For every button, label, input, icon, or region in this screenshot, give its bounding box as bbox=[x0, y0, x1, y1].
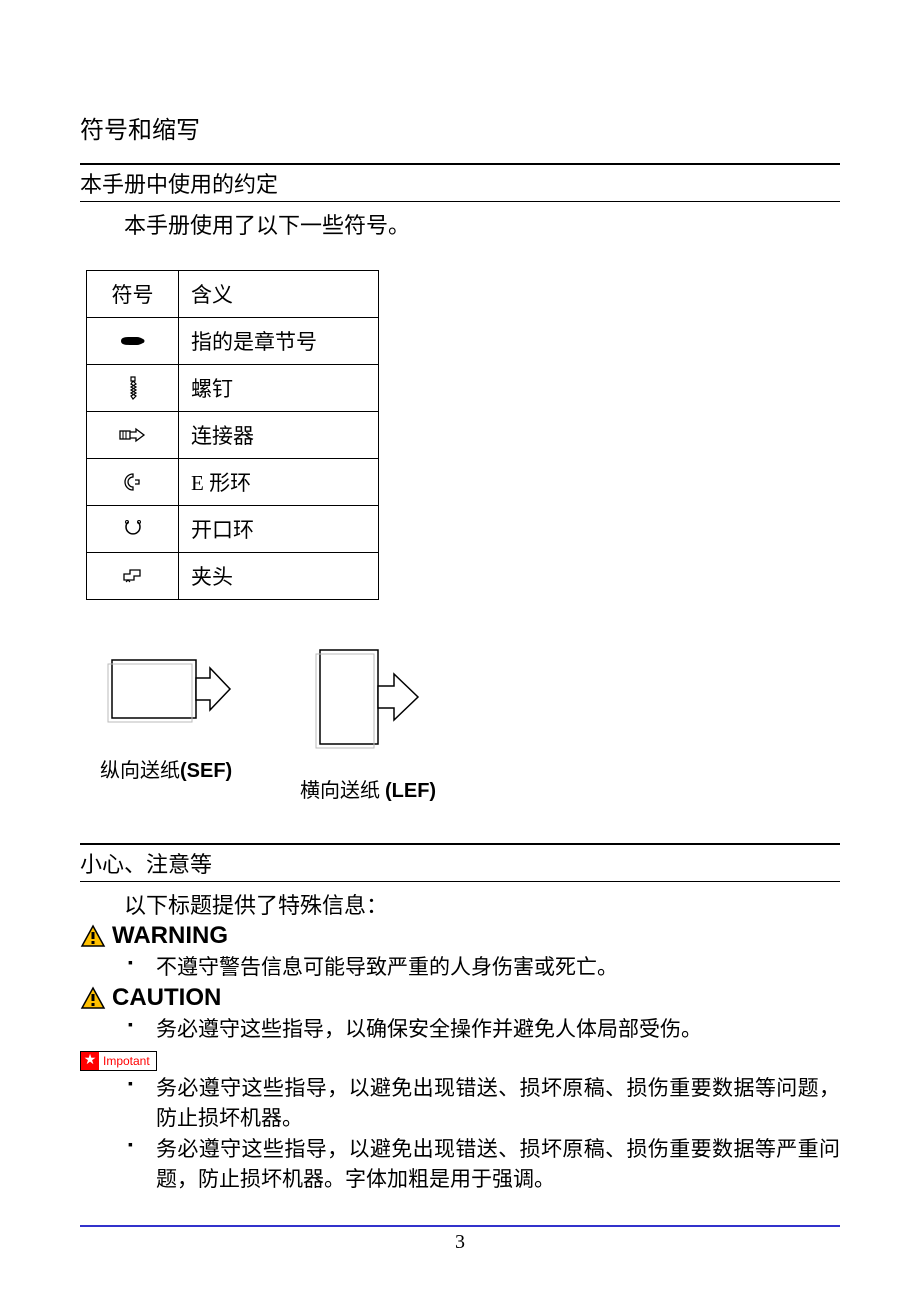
pointing-hand-icon bbox=[87, 318, 179, 365]
lef-label-en: (LEF) bbox=[385, 780, 436, 802]
e-ring-icon bbox=[87, 459, 179, 506]
warning-list: 不遵守警告信息可能导致严重的人身伤害或死亡。 bbox=[128, 952, 840, 982]
list-item: 务必遵守这些指导，以避免出现错送、损坏原稿、损伤重要数据等问题，防止损坏机器。 bbox=[128, 1073, 840, 1134]
sef-block: 纵向送纸(SEF) bbox=[100, 640, 240, 803]
table-cell: 夹头 bbox=[179, 553, 379, 600]
section1-intro: 本手册使用了以下一些符号。 bbox=[124, 208, 840, 240]
sef-icon bbox=[100, 640, 240, 740]
symbol-table: 符号 含义 指的是章节号 螺钉 连接器 E 形环 bbox=[86, 270, 379, 600]
caution-heading: CAUTION bbox=[80, 984, 840, 1012]
table-cell: 开口环 bbox=[179, 506, 379, 553]
page-content: 符号和缩写 本手册中使用的约定 本手册使用了以下一些符号。 符号 含义 指的是章… bbox=[0, 0, 920, 1257]
lef-label: 横向送纸 (LEF) bbox=[300, 774, 450, 803]
table-row: E 形环 bbox=[87, 459, 379, 506]
list-item: 务必遵守这些指导，以避免出现错送、损坏原稿、损伤重要数据等严重问题，防止损坏机器… bbox=[128, 1134, 840, 1195]
table-cell: E 形环 bbox=[179, 459, 379, 506]
section1-heading-box: 本手册中使用的约定 bbox=[80, 163, 840, 202]
table-row: 连接器 bbox=[87, 412, 379, 459]
sef-label-en: (SEF) bbox=[180, 760, 232, 782]
list-item: 务必遵守这些指导，以确保安全操作并避免人体局部受伤。 bbox=[128, 1014, 840, 1044]
table-row: 夹头 bbox=[87, 553, 379, 600]
warning-label: WARNING bbox=[112, 922, 228, 950]
connector-icon bbox=[87, 412, 179, 459]
table-header-meaning: 含义 bbox=[179, 271, 379, 318]
important-list: 务必遵守这些指导，以避免出现错送、损坏原稿、损伤重要数据等问题，防止损坏机器。 … bbox=[128, 1073, 840, 1195]
warning-heading: WARNING bbox=[80, 922, 840, 950]
section2-intro: 以下标题提供了特殊信息： bbox=[124, 888, 840, 920]
important-badge: ★ Impotant bbox=[80, 1051, 157, 1071]
sef-label-cn: 纵向送纸 bbox=[100, 760, 180, 782]
warning-triangle-icon bbox=[80, 924, 106, 948]
sef-label: 纵向送纸(SEF) bbox=[100, 754, 240, 783]
list-item: 不遵守警告信息可能导致严重的人身伤害或死亡。 bbox=[128, 952, 840, 982]
lef-icon bbox=[300, 640, 450, 760]
caution-label: CAUTION bbox=[112, 984, 221, 1012]
table-row: 螺钉 bbox=[87, 365, 379, 412]
table-cell: 螺钉 bbox=[179, 365, 379, 412]
paper-feed-diagrams: 纵向送纸(SEF) 横向送纸 (LEF) bbox=[100, 640, 840, 803]
screw-icon bbox=[87, 365, 179, 412]
important-label: Impotant bbox=[99, 1054, 150, 1068]
section2-heading-box: 小心、注意等 bbox=[80, 843, 840, 882]
table-cell: 指的是章节号 bbox=[179, 318, 379, 365]
caution-list: 务必遵守这些指导，以确保安全操作并避免人体局部受伤。 bbox=[128, 1014, 840, 1044]
lef-label-cn: 横向送纸 bbox=[300, 780, 380, 802]
table-row: 开口环 bbox=[87, 506, 379, 553]
table-row: 指的是章节号 bbox=[87, 318, 379, 365]
page-title: 符号和缩写 bbox=[80, 110, 840, 145]
clip-icon bbox=[87, 553, 179, 600]
table-cell: 连接器 bbox=[179, 412, 379, 459]
page-number: 3 bbox=[80, 1231, 840, 1254]
section2-heading: 小心、注意等 bbox=[80, 845, 840, 881]
lef-block: 横向送纸 (LEF) bbox=[300, 640, 450, 803]
section1-heading: 本手册中使用的约定 bbox=[80, 165, 840, 201]
open-ring-icon bbox=[87, 506, 179, 553]
footer-rule bbox=[80, 1225, 840, 1227]
page-footer: 3 bbox=[80, 1225, 840, 1254]
caution-triangle-icon bbox=[80, 986, 106, 1010]
star-icon: ★ bbox=[81, 1052, 99, 1070]
table-header-symbol: 符号 bbox=[87, 271, 179, 318]
